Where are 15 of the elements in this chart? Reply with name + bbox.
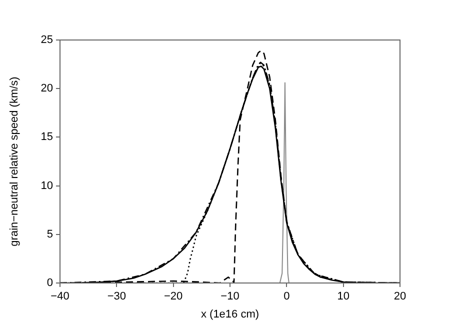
y-tick-label: 15 bbox=[40, 131, 53, 144]
x-tick-label: −40 bbox=[50, 290, 70, 303]
x-axis-title: x (1e16 cm) bbox=[200, 308, 260, 320]
x-tick-label: 10 bbox=[337, 290, 350, 303]
y-tick-label: 25 bbox=[40, 34, 53, 46]
x-tick-label: −20 bbox=[164, 290, 183, 303]
x-tick-label: −30 bbox=[107, 290, 126, 303]
x-tick-label: −10 bbox=[220, 290, 240, 303]
y-axis-title: grain−neutral relative speed (km/s) bbox=[8, 76, 21, 246]
y-tick-label: 5 bbox=[46, 228, 53, 240]
x-tick-label: 20 bbox=[394, 290, 406, 303]
y-tick-label: 20 bbox=[40, 82, 53, 95]
x-tick-label: 0 bbox=[284, 290, 290, 303]
y-tick-label: 0 bbox=[46, 277, 53, 290]
y-tick-label: 10 bbox=[40, 180, 53, 192]
